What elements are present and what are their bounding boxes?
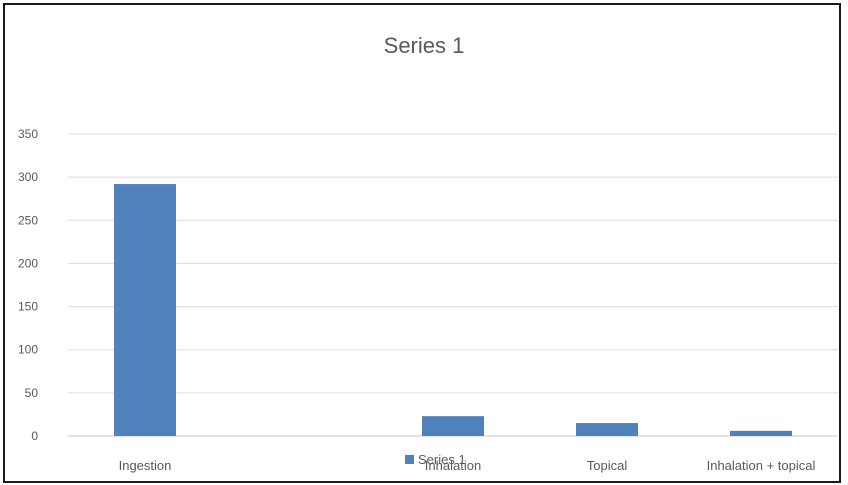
x-category-label: Inhalation + topical	[707, 458, 816, 473]
x-category-label: Inhalation	[425, 458, 481, 473]
y-tick-label: 150	[18, 300, 38, 314]
x-category-label: Topical	[587, 458, 628, 473]
y-tick-label: 50	[25, 386, 39, 400]
legend-swatch	[405, 455, 414, 464]
chart-title: Series 1	[383, 33, 465, 58]
bar	[730, 430, 792, 436]
legend-label: Series 1	[418, 452, 466, 467]
y-tick-label: 200	[18, 256, 38, 270]
y-tick-label: 300	[18, 170, 38, 184]
y-tick-label: 0	[31, 429, 38, 443]
y-tick-label: 100	[18, 343, 38, 357]
y-tick-label: 350	[18, 127, 38, 141]
y-tick-label: 250	[18, 213, 38, 227]
x-category-label: Ingestion	[119, 458, 172, 473]
bar	[422, 416, 484, 436]
bar	[114, 184, 176, 436]
bar	[576, 423, 638, 436]
